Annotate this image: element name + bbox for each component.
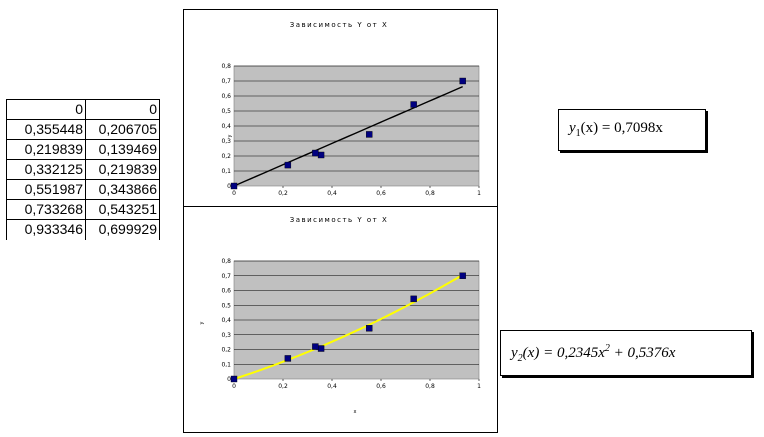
table-cell-x: 0,219839 [6,139,86,160]
table-row: 0,219839 0,139469 [6,139,160,160]
eq-subscript: 1 [575,128,581,139]
data-point [410,295,417,303]
table-cell-y: 0,219839 [85,159,160,180]
eq-body: (x) = 0,2345x [522,345,605,361]
data-point [312,343,319,350]
table-cell-y: 0,699929 [85,219,160,240]
table-cell-y: 0,343866 [85,179,160,200]
equation-linear: y1(x) = 0,7098x [558,109,706,151]
eq-superscript: 2 [604,343,610,354]
trendline [233,273,464,380]
y-tick-label: 0,5 [221,302,231,309]
chart-quadratic-fit-svg: Зависимость Y от X y x 0 0,1 0,2 0,3 0,4 0,5 0… [199,216,481,415]
y-tick-label: 0,3 [221,332,231,339]
y-tick-label: 0 [227,376,231,383]
table-cell-x: 0,733268 [6,199,86,220]
data-table-body: 0 0 0,355448 0,206705 0,219839 0,139469 0,3321… [6,99,160,240]
y-tick-label: 0,4 [221,317,231,324]
data-point [366,131,373,138]
table-cell-y: 0 [85,99,160,120]
eq-var: y [511,345,518,361]
chart-quadratic-fit: Зависимость Y от X y x 0 0,1 0,2 0,3 0,4 0,5 0… [183,206,498,433]
table-cell-y: 0,543251 [85,199,160,220]
x-tick-label: 1 [477,383,481,390]
x-tick-label: 0,6 [376,190,386,197]
eq-var: y [569,120,576,136]
y-tick-label: 0,1 [221,168,231,175]
table-row: 0,933346 0,699929 [6,219,160,240]
equation-quadratic: y2(x) = 0,2345x2 + 0,5376x [500,330,752,376]
x-tick-label: 1 [477,190,481,197]
x-tick-label: 0 [232,383,236,390]
x-tick-label: 0,2 [278,190,288,197]
table-row: 0,355448 0,206705 [6,119,160,140]
data-point [410,101,417,108]
y-tick-label: 0,6 [221,93,231,100]
y-tick-label: 0,4 [221,123,231,130]
chart-linear-fit-svg: Зависимость Y от X y 0 0,1 0,2 0,3 0,4 0,5 0,6… [221,21,481,197]
table-cell-x: 0,551987 [6,179,86,200]
table-cell-x: 0 [6,99,86,120]
table-cell-x: 0,332125 [6,159,86,180]
table-cell-y: 0,206705 [85,119,160,140]
y-tick-label: 0,8 [221,63,231,70]
chart-title: Зависимость Y от X [290,216,389,224]
table-cell-y: 0,139469 [85,139,160,160]
data-point [230,182,238,190]
y-tick-label: 0,2 [221,153,231,160]
x-tick-label: 0,4 [327,383,337,390]
eq-body-rest: + 0,5376x [609,345,676,361]
x-tick-label: 0,4 [327,190,337,197]
table-cell-x: 0,933346 [6,219,86,240]
trendline [233,85,463,187]
data-point [284,161,292,169]
y-tick-label: 0,2 [221,347,231,354]
eq-subscript: 2 [517,353,523,364]
x-tick-label: 0 [232,190,236,197]
x-tick-label: 0,6 [376,383,386,390]
x-tick-label: 0,2 [278,383,288,390]
y-axis-label: y [227,134,233,137]
y-tick-label: 0 [227,183,231,190]
chart-title: Зависимость Y от X [290,21,389,29]
y-tick-label: 0,7 [221,273,231,280]
chart-linear-fit: Зависимость Y от X y 0 0,1 0,2 0,3 0,4 0,5 0,6… [183,9,498,208]
table-row: 0,551987 0,343866 [6,179,160,200]
data-point [366,325,373,332]
data-point [284,355,292,362]
y-tick-label: 0,7 [221,78,231,85]
y-tick-label: 0,3 [221,138,231,145]
y-tick-label: 0,1 [221,361,231,368]
x-tick-label: 0,8 [425,383,435,390]
table-row: 0,332125 0,219839 [6,159,160,180]
data-table: 0 0 0,355448 0,206705 0,219839 0,139469 0,3321… [6,99,160,240]
y-tick-label: 0,6 [221,288,231,295]
data-point [312,149,319,157]
data-point [230,375,238,383]
data-point [459,272,466,279]
data-point [459,77,466,85]
y-tick-label: 0,8 [221,258,231,265]
x-axis-label: x [354,409,357,415]
data-point [317,151,325,159]
eq-body: (x) = 0,7098x [580,120,663,136]
table-row: 0,733268 0,543251 [6,199,160,220]
y-axis-label: y [199,321,205,324]
table-cell-x: 0,355448 [6,119,86,140]
data-point [317,345,325,352]
x-tick-label: 0,8 [425,190,435,197]
y-tick-label: 0,5 [221,108,231,115]
